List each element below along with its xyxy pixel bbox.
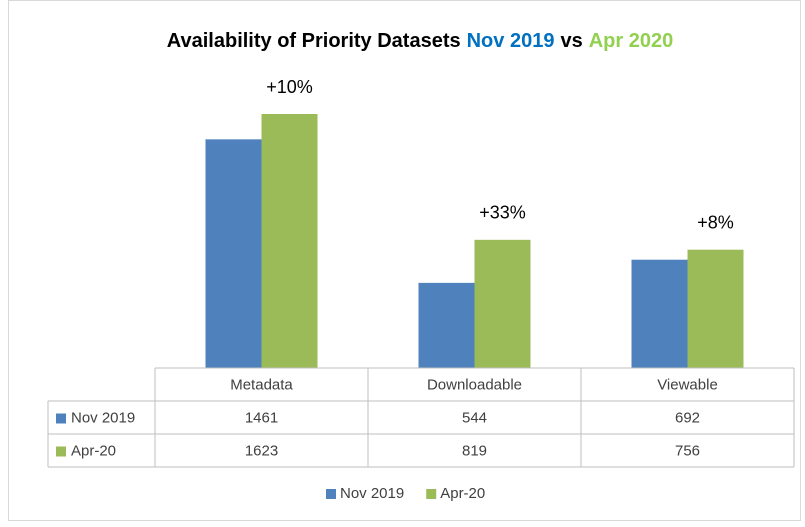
table-value: 544 [462,409,487,426]
legend: Nov 2019 Apr-20 [326,485,485,502]
legend-key [56,446,66,457]
annotation: +10% [266,77,313,97]
row-header: Apr-20 [71,442,116,459]
annotation: +8% [697,212,734,232]
table-value: 1461 [245,409,278,426]
bar [205,139,262,368]
bar [631,259,688,368]
chart-title: Availability of Priority Datasets Nov 201… [167,30,673,52]
legend-key [56,413,66,424]
table-value: 692 [675,409,700,426]
legend-key [426,489,437,499]
legend-label: Nov 2019 [340,485,404,502]
x-tick-label: Viewable [657,376,718,393]
title-part: Availability of Priority Datasets [167,30,461,52]
row-header: Nov 2019 [71,409,135,426]
legend-label: Apr-20 [440,485,485,502]
bar [418,282,475,368]
bar [687,249,744,368]
x-tick-label: Downloadable [427,376,522,393]
title-part: Apr 2020 [589,30,674,52]
bar [261,114,318,368]
legend-key [326,489,336,499]
x-tick-label: Metadata [230,376,293,393]
bar [474,239,531,368]
table-value: 819 [462,442,487,459]
annotation: +33% [479,203,526,223]
title-part: Nov 2019 [467,30,555,52]
title-part: vs [560,30,582,52]
table-value: 1623 [245,442,278,459]
table-value: 756 [675,442,700,459]
